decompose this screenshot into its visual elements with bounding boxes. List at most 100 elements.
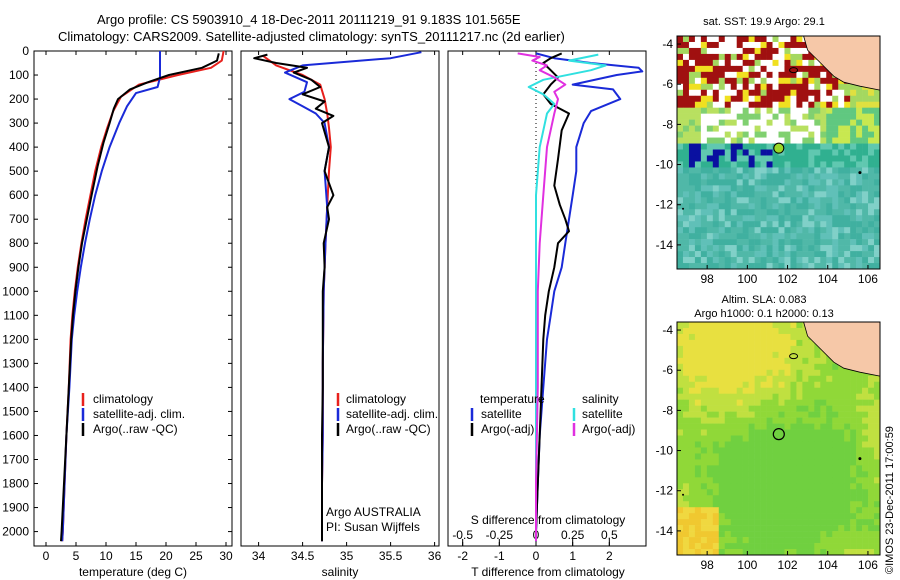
- map-cell: [712, 339, 720, 347]
- map-cell: [742, 459, 749, 466]
- map-cell: [862, 447, 869, 454]
- map-cell: [850, 423, 857, 430]
- map-cell: [754, 101, 761, 108]
- map-cell: [766, 101, 773, 108]
- map-cell: [796, 453, 803, 460]
- map-cell: [694, 381, 702, 389]
- map-cell: [838, 197, 845, 204]
- map-cell: [838, 167, 845, 174]
- map-cell: [748, 239, 755, 246]
- map-cell: [808, 179, 815, 186]
- map-cell: [694, 95, 702, 103]
- map-cell: [820, 251, 827, 258]
- map-cell: [730, 357, 738, 365]
- map-cell: [766, 185, 773, 192]
- map-cell: [760, 36, 767, 43]
- map-cell: [754, 257, 761, 264]
- map-cell: [850, 155, 857, 162]
- map-cell: [712, 221, 720, 228]
- map-cell: [706, 179, 714, 186]
- map-cell: [712, 363, 720, 371]
- map-cell: [736, 507, 743, 514]
- map-cell: [874, 393, 881, 400]
- depth-tick-label: 1200: [2, 332, 29, 346]
- map-cell: [706, 263, 714, 270]
- map-cell: [748, 215, 755, 222]
- map-cell: [874, 263, 881, 270]
- map-cell: [724, 369, 732, 377]
- map-cell: [808, 471, 815, 478]
- map-cell: [688, 221, 696, 228]
- map-cell: [868, 149, 875, 156]
- map-cell: [874, 197, 881, 204]
- map-cell: [760, 501, 767, 508]
- map-cell: [772, 173, 779, 180]
- map-cell: [784, 447, 791, 454]
- map-cell: [790, 519, 797, 526]
- map-cell: [862, 185, 869, 192]
- map-cell: [772, 465, 779, 472]
- map-cell: [760, 53, 767, 61]
- map-cell: [856, 507, 863, 514]
- map-cell: [778, 215, 785, 222]
- map-cell: [730, 483, 738, 490]
- map-cell: [874, 245, 881, 252]
- map-cell: [808, 59, 815, 67]
- map-cell: [772, 257, 779, 264]
- map-cell: [850, 525, 857, 532]
- map-cell: [790, 465, 797, 472]
- map-cell: [748, 203, 755, 210]
- map-cell: [682, 191, 690, 198]
- map-cell: [838, 161, 845, 168]
- sla-map-subtitle: Argo h1000: 0.1 h2000: 0.13: [694, 308, 833, 320]
- map-cell: [677, 549, 684, 556]
- map-cell: [736, 483, 743, 490]
- map-cell: [694, 369, 702, 377]
- map-cell: [700, 257, 708, 264]
- map-cell: [868, 233, 875, 240]
- map-cell: [796, 36, 803, 43]
- map-cell: [688, 161, 696, 168]
- map-cell: [772, 477, 779, 484]
- map-cell: [730, 131, 738, 138]
- map-cell: [712, 447, 720, 454]
- map-cell: [796, 459, 803, 466]
- map-cell: [712, 36, 720, 43]
- map-cell: [677, 47, 684, 55]
- map-cell: [838, 95, 845, 103]
- map-cell: [748, 369, 755, 377]
- map-cell: [814, 65, 821, 73]
- map-cell: [868, 531, 875, 538]
- map-cell: [874, 399, 881, 406]
- map-cell: [802, 489, 809, 496]
- map-cell: [796, 339, 803, 347]
- map-cell: [862, 375, 869, 383]
- map-cell: [736, 489, 743, 496]
- map-cell: [796, 149, 803, 156]
- map-cell: [760, 369, 767, 377]
- map-cell: [850, 453, 857, 460]
- map-cell: [874, 549, 881, 556]
- map-cell: [784, 327, 791, 335]
- map-cell: [826, 131, 833, 138]
- map-cell: [766, 149, 773, 156]
- map-cell: [838, 393, 845, 400]
- map-cell: [820, 519, 827, 526]
- map-cell: [706, 393, 714, 400]
- map-cell: [838, 483, 845, 490]
- map-cell: [802, 405, 809, 412]
- map-cell: [772, 161, 779, 168]
- map-cell: [832, 95, 839, 103]
- map-cell: [736, 233, 743, 240]
- map-cell: [802, 435, 809, 442]
- map-cell: [784, 393, 791, 400]
- map-cell: [688, 215, 696, 222]
- map-cell: [688, 137, 696, 144]
- map-cell: [856, 477, 863, 484]
- map-cell: [766, 339, 773, 347]
- map-cell: [700, 143, 708, 150]
- map-cell: [724, 131, 732, 138]
- map-cell: [760, 507, 767, 514]
- map-cell: [712, 375, 720, 383]
- map-cell: [700, 435, 708, 442]
